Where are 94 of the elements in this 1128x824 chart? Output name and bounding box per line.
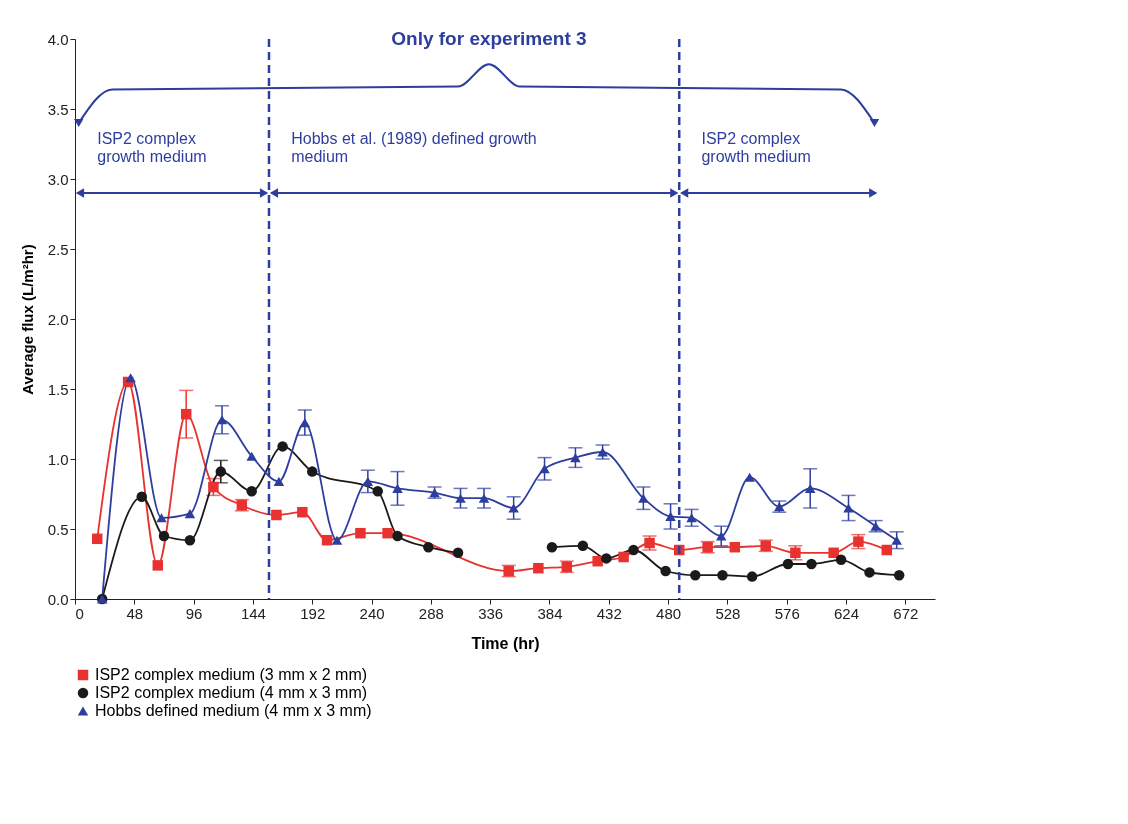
x-tick-label: 288: [418, 604, 444, 622]
point: [577, 540, 589, 552]
point: [891, 535, 902, 545]
point: [893, 569, 905, 581]
point: [546, 541, 558, 553]
point: [136, 491, 147, 503]
point: [828, 547, 839, 559]
point: [660, 565, 671, 577]
y-tick-label: 2.0: [47, 310, 69, 328]
point: [180, 408, 192, 420]
point: [729, 541, 741, 553]
point: [478, 493, 490, 503]
point: [362, 476, 374, 486]
point: [372, 485, 383, 497]
point: [601, 553, 612, 564]
annotation: ISP2 complex growth medium: [701, 130, 811, 166]
point: [746, 571, 758, 582]
point: [273, 476, 285, 486]
point: [184, 534, 196, 546]
point: [382, 527, 393, 539]
point: [665, 511, 676, 521]
legend-label: ISP2 complex medium (4 mm x 3 mm): [95, 684, 368, 701]
point: [533, 562, 544, 574]
point: [690, 569, 701, 581]
x-tick-label: 336: [478, 604, 504, 622]
y-tick-label: 4.0: [47, 30, 69, 48]
x-tick-label: 480: [656, 604, 682, 622]
x-tick-label: 144: [240, 604, 266, 622]
point: [618, 551, 629, 563]
point: [628, 544, 639, 556]
point: [423, 541, 434, 553]
x-tick-label: 624: [834, 604, 860, 622]
point: [246, 451, 257, 461]
x-tick-label: 576: [774, 604, 800, 622]
x-tick-label: 0: [75, 604, 84, 622]
x-tick-label: 48: [126, 604, 144, 622]
y-tick-label: 2.5: [47, 240, 69, 258]
point: [158, 530, 170, 542]
x-axis-title: Time (hr): [471, 634, 540, 652]
point: [331, 535, 343, 545]
point: [881, 544, 893, 556]
x-tick-label: 528: [715, 604, 741, 622]
point: [297, 506, 308, 518]
x-tick-label: 672: [893, 604, 919, 622]
point: [299, 418, 311, 428]
point: [271, 509, 282, 521]
point: [717, 569, 728, 581]
y-tick-label: 1.0: [47, 450, 69, 468]
point: [152, 560, 164, 571]
point: [638, 493, 649, 503]
point: [156, 513, 167, 523]
y-tick-label: 3.5: [47, 100, 69, 118]
annotation: Hobbs et al. (1989) defined growth medium: [291, 130, 537, 166]
point: [508, 503, 519, 513]
x-tick-label: 240: [359, 604, 385, 622]
point: [570, 453, 581, 463]
x-tick-label: 96: [185, 604, 203, 622]
point: [392, 530, 403, 542]
y-tick-label: 3.0: [47, 170, 69, 188]
point: [864, 567, 875, 578]
point: [184, 509, 196, 519]
point: [686, 513, 697, 523]
annotation: Only for experiment 3: [391, 28, 587, 49]
legend-label: ISP2 complex medium (3 mm x 2 mm): [95, 666, 368, 683]
y-tick-label: 1.5: [47, 380, 69, 398]
point: [806, 558, 817, 570]
point: [804, 483, 816, 493]
point: [744, 472, 755, 482]
legend-label: Hobbs defined medium (4 mm x 3 mm): [95, 702, 372, 719]
point: [452, 547, 464, 559]
point: [277, 441, 288, 452]
point: [321, 534, 333, 546]
point: [715, 531, 727, 541]
y-tick-label: 0.0: [47, 590, 69, 608]
point: [215, 466, 227, 477]
y-tick-label: 0.5: [47, 520, 69, 538]
point: [539, 464, 550, 474]
point: [355, 527, 366, 539]
point: [782, 558, 794, 570]
point: [835, 554, 847, 566]
point: [125, 373, 136, 383]
x-tick-label: 432: [596, 604, 622, 622]
y-axis-title: Average flux (L/m²hr): [18, 244, 36, 395]
point: [216, 415, 228, 425]
x-tick-label: 192: [300, 604, 326, 622]
point: [246, 485, 257, 497]
point: [592, 555, 603, 567]
point: [307, 466, 318, 477]
point: [92, 533, 103, 545]
x-tick-label: 384: [537, 604, 563, 622]
point: [843, 503, 854, 513]
point: [208, 481, 219, 493]
point: [455, 493, 466, 503]
annotation: ISP2 complex growth medium: [97, 130, 207, 166]
